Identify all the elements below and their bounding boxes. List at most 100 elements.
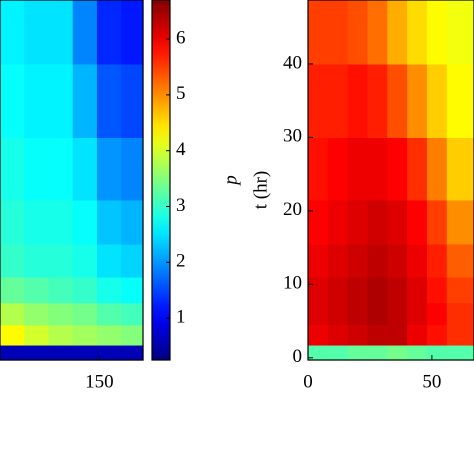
y-tick-label: 40 xyxy=(283,52,302,73)
heatmap-cell xyxy=(121,344,144,361)
heatmap-cell xyxy=(426,276,448,304)
heatmap-cell xyxy=(0,324,25,346)
heatmap-cell xyxy=(446,199,474,245)
heatmap-cell xyxy=(72,243,98,278)
y-axis-label: t (hr) xyxy=(250,171,271,210)
heatmap-cell xyxy=(48,302,74,326)
heatmap-cell xyxy=(426,324,448,346)
heatmap-cell xyxy=(0,344,25,361)
colorbar-tick-label: 6 xyxy=(176,27,186,48)
heatmap-cell xyxy=(24,137,50,201)
heatmap-cell xyxy=(308,302,329,326)
heatmap-cell xyxy=(48,137,74,201)
heatmap-cell xyxy=(367,276,388,304)
axes-frame xyxy=(0,0,144,361)
heatmap-cell xyxy=(0,199,25,245)
heatmap-cell xyxy=(347,0,369,65)
heatmap-cell xyxy=(48,276,74,304)
heatmap-cell xyxy=(24,302,50,326)
heatmap-cell xyxy=(446,243,474,278)
heatmap-cell xyxy=(308,0,329,65)
heatmap-cell xyxy=(308,243,329,278)
heatmap-cell xyxy=(446,137,474,201)
heatmap-cell xyxy=(327,0,349,65)
heatmap-cell xyxy=(367,344,388,361)
colorbar-tick-label: 4 xyxy=(176,139,186,160)
heatmap-cell xyxy=(72,63,98,138)
heatmap-cell xyxy=(367,243,388,278)
heatmap-cell xyxy=(72,302,98,326)
heatmap-cell xyxy=(308,344,329,361)
y-tick-label: 20 xyxy=(283,199,302,220)
heatmap-cell xyxy=(96,63,122,138)
heatmap-cell xyxy=(72,324,98,346)
heatmap-cell xyxy=(407,344,428,361)
heatmap-cell xyxy=(387,63,408,138)
heatmap-cell xyxy=(308,324,329,346)
y-tick-label: 30 xyxy=(283,126,302,147)
heatmap-cell xyxy=(426,137,448,201)
heatmap-cell xyxy=(72,199,98,245)
heatmap-cell xyxy=(0,276,25,304)
heatmap-cell xyxy=(347,324,369,346)
heatmap-cell xyxy=(327,324,349,346)
heatmap-cell xyxy=(0,0,25,65)
heatmap-cell xyxy=(24,324,50,346)
heatmap-cell xyxy=(387,199,408,245)
heatmap-cell xyxy=(121,0,144,65)
heatmap-cell xyxy=(72,137,98,201)
heatmap-cell xyxy=(24,63,50,138)
heatmap-cell xyxy=(96,302,122,326)
heatmap-cell xyxy=(24,199,50,245)
heatmap-cell xyxy=(308,137,329,201)
colorbar-tick-label: 1 xyxy=(176,306,186,327)
heatmap-cell xyxy=(327,137,349,201)
heatmap-cell xyxy=(24,243,50,278)
axes-frame xyxy=(307,0,474,361)
heatmap-cell xyxy=(308,63,329,138)
heatmap-cell xyxy=(96,324,122,346)
heatmap-cell xyxy=(446,302,474,326)
heatmap-cell xyxy=(121,243,144,278)
heatmap-cell xyxy=(426,302,448,326)
heatmap-cell xyxy=(96,137,122,201)
heatmap-cell xyxy=(24,276,50,304)
heatmap-cell xyxy=(347,137,369,201)
heatmap-cell xyxy=(308,199,329,245)
heatmap-cell xyxy=(24,0,50,65)
heatmap-cell xyxy=(407,137,428,201)
heatmap-cell xyxy=(407,302,428,326)
heatmap-cell xyxy=(387,137,408,201)
heatmap-cell xyxy=(446,276,474,304)
heatmap-cell xyxy=(96,276,122,304)
heatmap-cell xyxy=(387,302,408,326)
heatmap-cell xyxy=(407,243,428,278)
heatmap-cell xyxy=(48,0,74,65)
heatmap-cell xyxy=(327,344,349,361)
heatmap-cell xyxy=(426,344,448,361)
x-tick-label: 150 xyxy=(85,371,114,392)
heatmap-cell xyxy=(446,324,474,346)
heatmap-cell xyxy=(446,0,474,65)
heatmap-cell xyxy=(367,0,388,65)
heatmap-cell xyxy=(24,344,50,361)
heatmap-cell xyxy=(72,276,98,304)
heatmap-cell xyxy=(407,0,428,65)
heatmap-cell xyxy=(407,63,428,138)
colorbar-tick-label: 2 xyxy=(176,251,186,272)
heatmap-cell xyxy=(48,199,74,245)
heatmap-cell xyxy=(308,276,329,304)
heatmap-cell xyxy=(347,276,369,304)
colorbar-tick-label: 3 xyxy=(176,195,186,216)
heatmap-cell xyxy=(347,344,369,361)
x-tick-label: 50 xyxy=(422,371,441,392)
heatmap-cell xyxy=(327,243,349,278)
y-tick-label: 0 xyxy=(293,346,303,367)
heatmap-cell xyxy=(48,344,74,361)
heatmap-cell xyxy=(48,324,74,346)
y-tick-label: 10 xyxy=(283,273,302,294)
heatmap-cell xyxy=(446,63,474,138)
heatmap-cell xyxy=(96,0,122,65)
x-tick-label: 0 xyxy=(303,371,313,392)
